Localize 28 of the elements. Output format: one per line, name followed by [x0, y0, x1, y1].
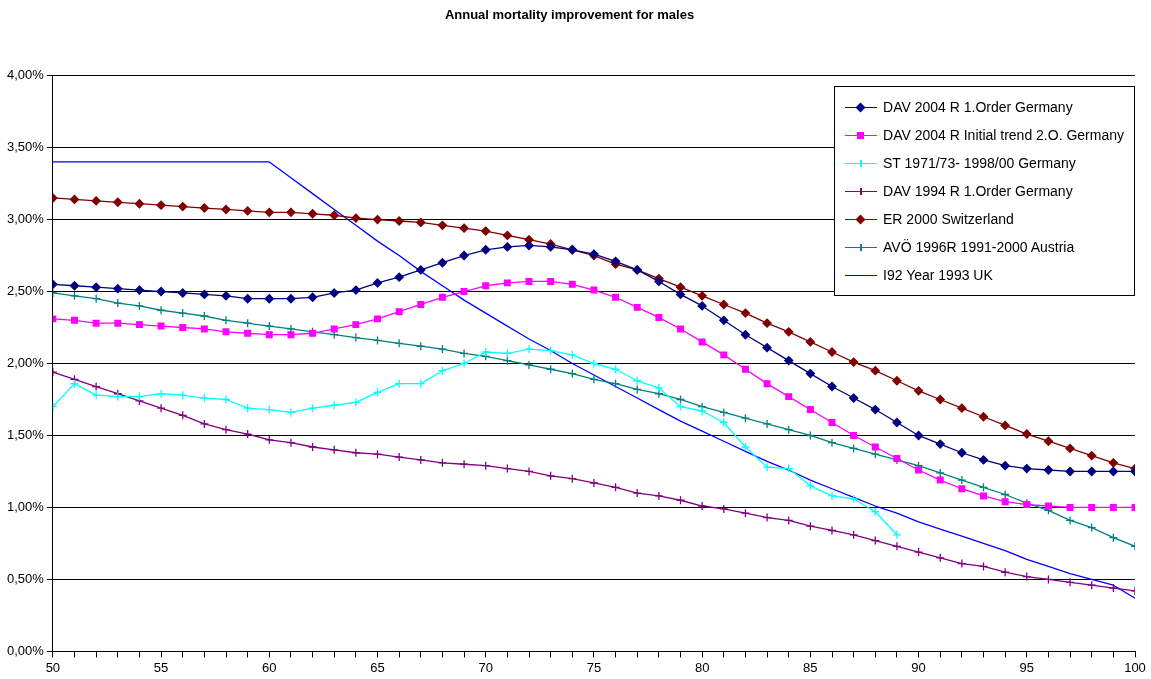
x-tick-label: 60 — [262, 659, 277, 675]
x-tick-label: 75 — [586, 659, 602, 675]
y-tick-label: 0,00% — [6, 642, 45, 658]
legend-label: I92 Year 1993 UK — [883, 267, 993, 283]
y-tick-label: 4,00% — [6, 67, 45, 83]
y-tick-label: 2,50% — [6, 283, 45, 299]
y-tick-label: 0,50% — [6, 571, 45, 586]
x-tick-label: 50 — [45, 659, 61, 675]
chart-title: Annual mortality improvement for males — [444, 7, 695, 23]
x-tick-label: 95 — [1019, 659, 1035, 675]
y-tick-label: 3,50% — [6, 139, 45, 155]
y-tick-label: 1,50% — [6, 427, 45, 443]
x-tick-label: 55 — [153, 659, 169, 675]
y-tick-label: 1,00% — [6, 499, 45, 515]
legend-label: ST 1971/73- 1998/00 Germany — [883, 155, 1076, 171]
x-tick-label: 90 — [911, 659, 926, 675]
legend-label: AVÖ 1996R 1991-2000 Austria — [883, 239, 1075, 255]
legend-label: DAV 2004 R 1.Order Germany — [883, 99, 1073, 115]
y-tick-label: 2,00% — [6, 355, 45, 371]
y-tick-label: 3,00% — [6, 211, 45, 227]
x-tick-label: 100 — [1124, 659, 1146, 675]
legend-label: DAV 2004 R Initial trend 2.O. Germany — [883, 127, 1124, 143]
x-tick-label: 80 — [694, 659, 710, 675]
x-tick-label: 65 — [370, 659, 385, 675]
legend-label: ER 2000 Switzerland — [883, 211, 1014, 227]
x-tick-label: 70 — [478, 659, 493, 675]
x-tick-label: 85 — [803, 659, 818, 675]
legend-label: DAV 1994 R 1.Order Germany — [883, 183, 1073, 199]
